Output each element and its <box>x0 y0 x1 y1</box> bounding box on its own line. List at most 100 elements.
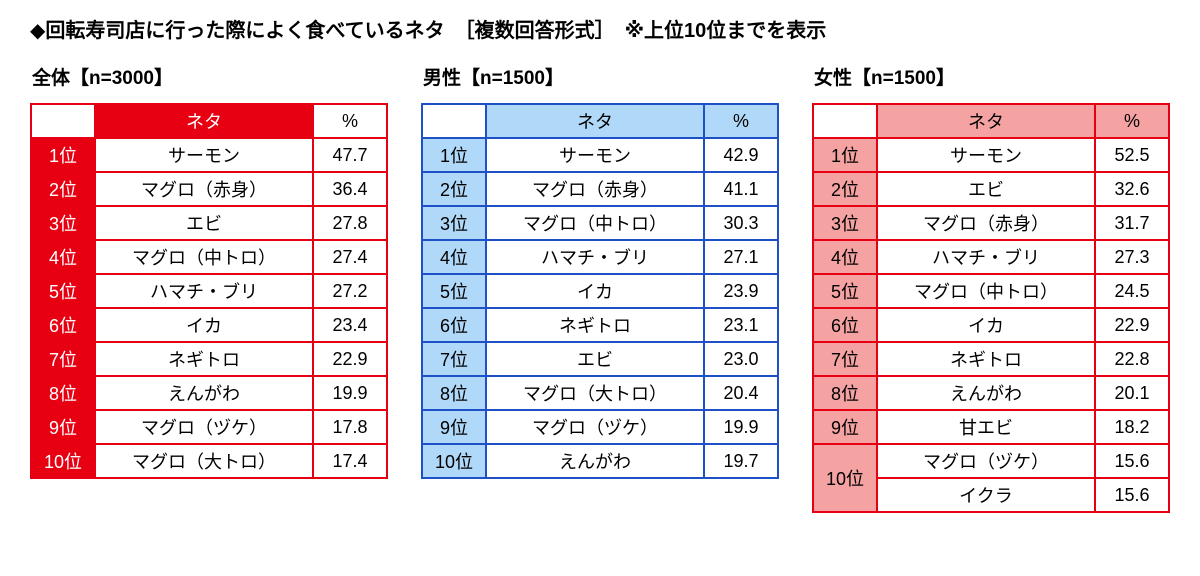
item-cell: サーモン <box>876 137 1096 173</box>
table-row: 4位 マグロ（中トロ） 27.4 <box>30 239 388 275</box>
item-cell: ネギトロ <box>876 341 1096 377</box>
rank-cell: 7位 <box>421 341 487 377</box>
table-row: 6位 ネギトロ 23.1 <box>421 307 779 343</box>
rank-cell: 9位 <box>812 409 878 445</box>
ranking-table: ネタ% 1位 サーモン 52.5 2位 エビ 32.6 3位 マグロ（赤身） 31.7 4位 ハマチ・… <box>812 103 1170 513</box>
value-cell: 42.9 <box>703 137 779 173</box>
header-row: ネタ% <box>30 103 388 139</box>
value-cell: 19.7 <box>703 443 779 479</box>
rank-cell: 6位 <box>421 307 487 343</box>
item-cell: マグロ（ヅケ） <box>485 409 705 445</box>
item-cell: マグロ（ヅケ） <box>94 409 314 445</box>
rank-cell: 5位 <box>812 273 878 309</box>
value-cell: 27.1 <box>703 239 779 275</box>
rank-cell: 8位 <box>30 375 96 411</box>
table-row: 5位 イカ 23.9 <box>421 273 779 309</box>
corner-cell <box>812 103 878 139</box>
value-cell: 17.8 <box>312 409 388 445</box>
item-cell: マグロ（大トロ） <box>485 375 705 411</box>
table-row: 9位 マグロ（ヅケ） 17.8 <box>30 409 388 445</box>
rank-cell: 5位 <box>30 273 96 309</box>
value-cell: 19.9 <box>703 409 779 445</box>
rank-cell: 8位 <box>812 375 878 411</box>
rank-cell: 10位 <box>421 443 487 479</box>
table-row: 7位 エビ 23.0 <box>421 341 779 377</box>
ranking-table-female: 女性【n=1500】 ネタ% 1位 サーモン 52.5 2位 エビ 32.6 3位 マグロ（赤身）… <box>812 63 1170 513</box>
item-cell: えんがわ <box>94 375 314 411</box>
item-cell: エビ <box>94 205 314 241</box>
item-cell: ハマチ・ブリ <box>485 239 705 275</box>
corner-cell <box>421 103 487 139</box>
page-title: ◆回転寿司店に行った際によく食べているネタ ［複数回答形式］ ※上位10位までを… <box>30 20 827 42</box>
value-cell: 27.2 <box>312 273 388 309</box>
table-row: 4位 ハマチ・ブリ 27.1 <box>421 239 779 275</box>
item-cell: マグロ（中トロ） <box>876 273 1096 309</box>
table-row: 10位 えんがわ 19.7 <box>421 443 779 479</box>
table-row: 2位 マグロ（赤身） 36.4 <box>30 171 388 207</box>
table-title: 全体【n=3000】 <box>32 68 173 89</box>
value-cell: 19.9 <box>312 375 388 411</box>
item-cell: ハマチ・ブリ <box>876 239 1096 275</box>
rank-cell: 9位 <box>30 409 96 445</box>
item-cell: サーモン <box>94 137 314 173</box>
table-row: 8位 えんがわ 19.9 <box>30 375 388 411</box>
rank-cell: 4位 <box>421 239 487 275</box>
value-cell: 24.5 <box>1094 273 1170 309</box>
value-cell: 52.5 <box>1094 137 1170 173</box>
ranking-table-overall: 全体【n=3000】 ネタ% 1位 サーモン 47.7 2位 マグロ（赤身） 36.4 3位 エビ… <box>30 63 388 479</box>
corner-cell <box>30 103 96 139</box>
item-cell: マグロ（大トロ） <box>94 443 314 479</box>
item-cell: ネギトロ <box>94 341 314 377</box>
rank-cell: 1位 <box>421 137 487 173</box>
rank-cell: 3位 <box>30 205 96 241</box>
survey-results-page: ◆回転寿司店に行った際によく食べているネタ ［複数回答形式］ ※上位10位までを… <box>30 20 1170 513</box>
value-cell: 23.0 <box>703 341 779 377</box>
table-row: 7位 ネギトロ 22.9 <box>30 341 388 377</box>
value-cell: 30.3 <box>703 205 779 241</box>
rank-cell: 2位 <box>421 171 487 207</box>
value-column-header: % <box>312 103 388 139</box>
table-row: 8位 えんがわ 20.1 <box>812 375 1170 411</box>
value-cell: 22.8 <box>1094 341 1170 377</box>
table-row: 6位 イカ 22.9 <box>812 307 1170 343</box>
item-cell: イカ <box>876 307 1096 343</box>
table-row: 4位 ハマチ・ブリ 27.3 <box>812 239 1170 275</box>
value-cell: 23.9 <box>703 273 779 309</box>
rank-cell: 5位 <box>421 273 487 309</box>
value-cell: 41.1 <box>703 171 779 207</box>
rank-cell: 1位 <box>812 137 878 173</box>
ranking-table-male: 男性【n=1500】 ネタ% 1位 サーモン 42.9 2位 マグロ（赤身） 41.1 3位 マグ… <box>421 63 779 479</box>
table-row: 6位 イカ 23.4 <box>30 307 388 343</box>
rank-cell: 2位 <box>812 171 878 207</box>
rank-cell: 6位 <box>30 307 96 343</box>
table-row: 10位 マグロ（大トロ） 17.4 <box>30 443 388 479</box>
table-row: イクラ 15.6 <box>813 477 1170 513</box>
header-row: ネタ% <box>812 103 1170 139</box>
table-title: 男性【n=1500】 <box>423 68 564 89</box>
table-row: 1位 サーモン 52.5 <box>812 137 1170 173</box>
rank-cell: 10位 <box>30 443 96 479</box>
table-row: 7位 ネギトロ 22.8 <box>812 341 1170 377</box>
value-cell: 15.6 <box>1094 443 1170 479</box>
rank-cell: 2位 <box>30 171 96 207</box>
item-cell: えんがわ <box>876 375 1096 411</box>
item-cell: マグロ（赤身） <box>485 171 705 207</box>
table-row: 1位 サーモン 42.9 <box>421 137 779 173</box>
rank-cell: 9位 <box>421 409 487 445</box>
value-cell: 32.6 <box>1094 171 1170 207</box>
table-row: 3位 マグロ（中トロ） 30.3 <box>421 205 779 241</box>
value-cell: 23.1 <box>703 307 779 343</box>
value-cell: 20.4 <box>703 375 779 411</box>
header-row: ネタ% <box>421 103 779 139</box>
value-cell: 27.3 <box>1094 239 1170 275</box>
value-cell: 18.2 <box>1094 409 1170 445</box>
ranking-table: ネタ% 1位 サーモン 42.9 2位 マグロ（赤身） 41.1 3位 マグロ（中トロ） 30.3… <box>421 103 779 479</box>
item-cell: サーモン <box>485 137 705 173</box>
rank-cell: 6位 <box>812 307 878 343</box>
table-row: 3位 マグロ（赤身） 31.7 <box>812 205 1170 241</box>
table-title: 女性【n=1500】 <box>814 68 955 89</box>
item-cell: えんがわ <box>485 443 705 479</box>
value-column-header: % <box>1094 103 1170 139</box>
item-cell: マグロ（赤身） <box>876 205 1096 241</box>
table-row: 9位 甘エビ 18.2 <box>812 409 1170 445</box>
